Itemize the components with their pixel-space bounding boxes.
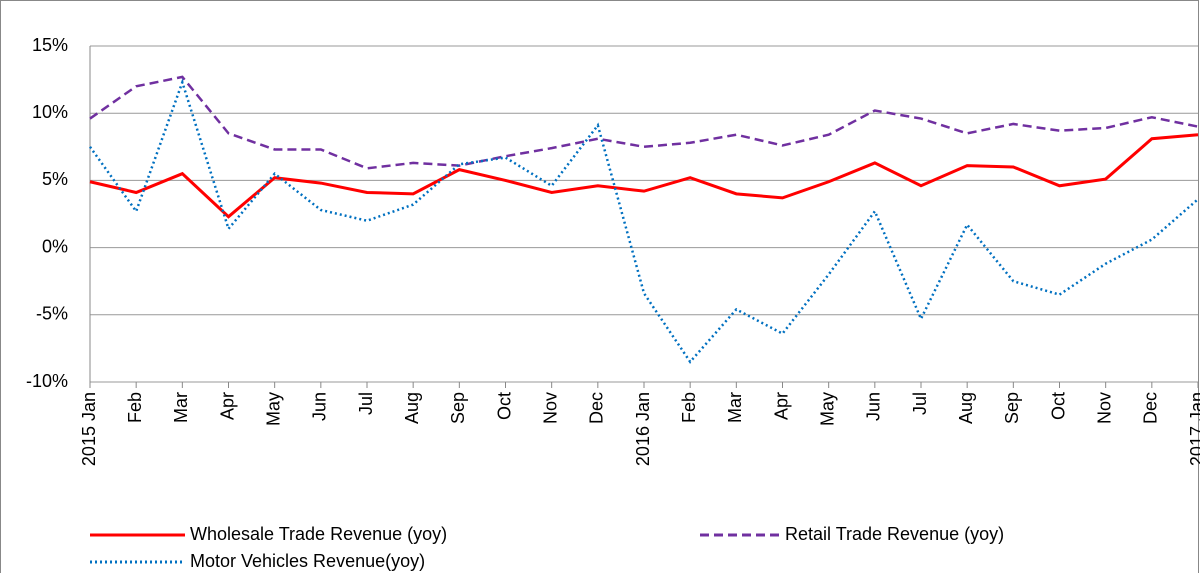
x-tick-label: Jun [310,392,330,421]
x-tick-label: Feb [125,392,145,423]
y-tick-label: 0% [42,236,68,256]
x-tick-label: 2015 Jan [79,392,99,466]
legend-label: Retail Trade Revenue (yoy) [785,524,1004,544]
x-tick-label: Apr [217,392,237,420]
y-tick-label: 10% [32,102,68,122]
x-tick-label: Jul [356,392,376,415]
line-series [89,75,1199,170]
legend-label: Wholesale Trade Revenue (yoy) [190,524,447,544]
y-tick-label: 15% [32,35,68,55]
x-tick-label: Aug [402,392,422,424]
y-tick-label: -5% [36,304,68,324]
legend-label: Motor Vehicles Revenue(yoy) [190,551,425,571]
x-tick-label: Nov [1094,392,1114,424]
x-tick-label: 2016 Jan [633,392,653,466]
x-tick-label: Dec [587,392,607,424]
x-tick-label: Oct [494,392,514,420]
x-tick-label: Oct [1048,392,1068,420]
y-tick-label: -10% [26,371,68,391]
x-tick-label: Jul [910,392,930,415]
y-tick-label: 5% [42,169,68,189]
x-tick-label: Feb [679,392,699,423]
line-series [88,78,1199,364]
x-tick-label: Mar [171,392,191,423]
line-series [89,133,1199,219]
x-tick-label: Nov [540,392,560,424]
x-tick-label: Apr [771,392,791,420]
x-tick-label: Aug [956,392,976,424]
x-tick-label: 2017 Jan [1187,392,1200,466]
x-tick-label: Mar [725,392,745,423]
x-tick-label: Jun [864,392,884,421]
x-tick-label: Dec [1141,392,1161,424]
x-tick-label: May [263,392,283,426]
x-tick-label: Sep [1002,392,1022,424]
x-tick-label: Sep [448,392,468,424]
x-tick-label: May [817,392,837,426]
